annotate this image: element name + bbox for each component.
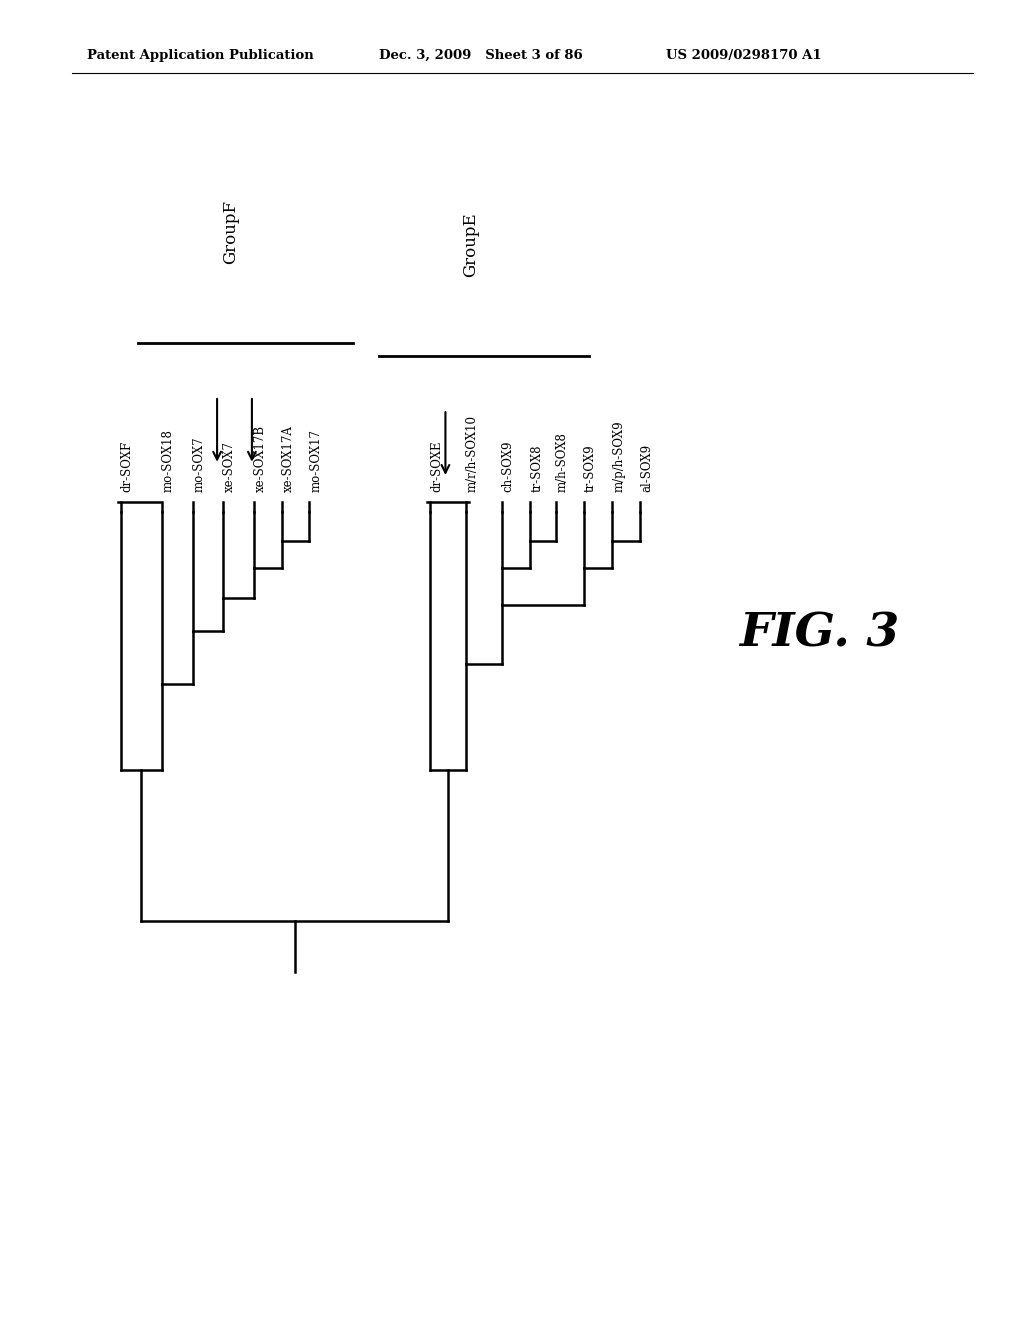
Text: FIG. 3: FIG. 3 xyxy=(739,611,899,656)
Text: Patent Application Publication: Patent Application Publication xyxy=(87,49,313,62)
Text: xe-SOX17B: xe-SOX17B xyxy=(254,425,267,492)
Text: m/h-SOX8: m/h-SOX8 xyxy=(556,433,569,492)
Text: m/p/h-SOX9: m/p/h-SOX9 xyxy=(612,421,626,492)
Text: tr-SOX8: tr-SOX8 xyxy=(530,445,544,492)
Text: US 2009/0298170 A1: US 2009/0298170 A1 xyxy=(666,49,821,62)
Text: Dec. 3, 2009   Sheet 3 of 86: Dec. 3, 2009 Sheet 3 of 86 xyxy=(379,49,583,62)
Text: dr-SOXF: dr-SOXF xyxy=(121,441,134,492)
Text: tr-SOX9: tr-SOX9 xyxy=(584,445,597,492)
Text: al-SOX9: al-SOX9 xyxy=(640,445,653,492)
Text: mo-SOX7: mo-SOX7 xyxy=(193,437,206,492)
Text: xe-SOX17A: xe-SOX17A xyxy=(282,425,295,492)
Text: GroupF: GroupF xyxy=(222,199,239,264)
Text: mo-SOX17: mo-SOX17 xyxy=(309,429,323,492)
Text: dr-SOXE: dr-SOXE xyxy=(430,441,443,492)
Text: ch-SOX9: ch-SOX9 xyxy=(502,441,515,492)
Text: m/r/h-SOX10: m/r/h-SOX10 xyxy=(466,416,479,492)
Text: GroupE: GroupE xyxy=(463,213,479,277)
Text: mo-SOX18: mo-SOX18 xyxy=(162,429,175,492)
Text: xe-SOX7: xe-SOX7 xyxy=(223,441,237,492)
